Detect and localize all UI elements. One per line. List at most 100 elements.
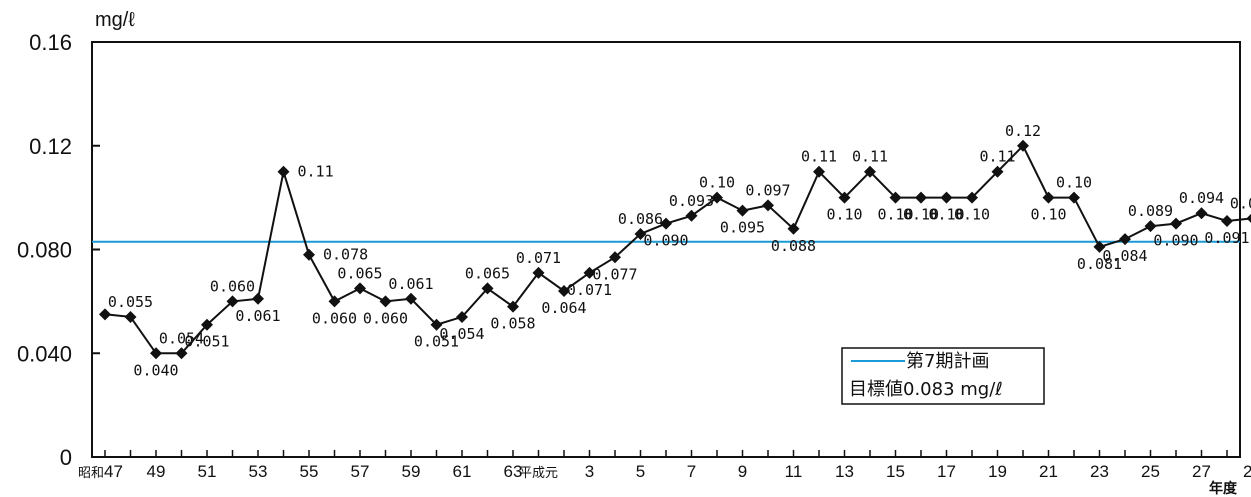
data-point: [558, 285, 570, 297]
data-point: [481, 282, 494, 295]
data-point: [915, 191, 927, 204]
x-tick-label: 平成元: [519, 466, 558, 481]
x-tick-label: 13: [835, 462, 854, 481]
data-label: 0.090: [1153, 232, 1198, 250]
x-unit-label: 年度: [1209, 480, 1238, 497]
data-point: [787, 222, 800, 235]
legend-line1: 第7期計画: [906, 351, 989, 372]
data-point: [1246, 213, 1251, 223]
data-point: [1093, 240, 1106, 253]
x-tick-label: 7: [687, 462, 696, 481]
data-label: 0.097: [745, 181, 790, 199]
data-point: [762, 199, 774, 212]
data-label: 0.061: [235, 307, 280, 325]
data-point: [1017, 139, 1029, 152]
data-label: 0.11: [801, 148, 837, 166]
data-point: [150, 347, 162, 360]
data-point: [940, 191, 953, 204]
data-label: 0.060: [210, 277, 255, 295]
data-point: [405, 292, 417, 305]
data-label: 0.10: [903, 206, 939, 224]
data-label: 0.10: [954, 206, 990, 224]
data-label: 0.077: [592, 265, 637, 283]
data-point: [813, 165, 825, 178]
data-label: 0.054: [159, 329, 204, 347]
data-label: 0.10: [699, 174, 735, 192]
data-point: [507, 300, 519, 313]
data-label: 0.086: [618, 210, 663, 228]
data-point: [991, 165, 1004, 178]
data-point: [226, 295, 239, 308]
data-label: 0.089: [1128, 202, 1173, 220]
data-point: [354, 282, 366, 295]
data-label: 0.051: [414, 333, 459, 351]
data-point: [1195, 207, 1208, 220]
data-label: 0.055: [108, 293, 153, 311]
data-label: 0.081: [1077, 255, 1122, 273]
data-label: 0.051: [184, 333, 229, 351]
data-label: 0.12: [1005, 122, 1041, 140]
data-point: [1042, 191, 1055, 204]
data-label: 0.060: [363, 309, 408, 327]
legend: 第7期計画 目標値0.083 mg/ℓ: [841, 347, 1045, 405]
data-point: [379, 295, 392, 308]
data-point: [1119, 233, 1131, 246]
legend-line2: 目標値0.083 mg/ℓ: [849, 379, 1003, 400]
x-tick-label: 11: [785, 462, 803, 481]
data-label: 0.090: [643, 232, 688, 250]
data-label: 0.10: [1056, 174, 1092, 192]
data-label: 0.040: [133, 361, 178, 379]
data-label: 0.11: [979, 148, 1015, 166]
data-label: 0.071: [567, 281, 612, 299]
data-point: [1068, 191, 1080, 204]
x-tick-label: 9: [738, 462, 747, 481]
x-tick-label: 23: [1090, 462, 1109, 481]
x-tick-label: 19: [988, 462, 1007, 481]
y-tick-label: 0.080: [17, 238, 72, 263]
data-point: [736, 204, 749, 217]
x-tick-label: 51: [198, 462, 217, 481]
data-label: 0.060: [312, 309, 357, 327]
data-point: [456, 310, 468, 323]
data-point: [609, 251, 621, 264]
data-label: 0.078: [323, 246, 368, 264]
data-label: 0.11: [298, 163, 334, 181]
data-point: [175, 347, 188, 360]
x-tick-label: 55: [300, 462, 319, 481]
data-label: 0.10: [877, 206, 913, 224]
y-tick-label: 0: [60, 445, 72, 470]
data-label: 0.10: [826, 206, 862, 224]
data-point: [1144, 220, 1157, 233]
legend-box: [841, 347, 1045, 405]
y-tick-label: 0.12: [29, 134, 72, 159]
data-label: 0.064: [541, 299, 586, 317]
data-label: 0.093: [669, 192, 714, 210]
data-point: [532, 266, 545, 279]
data-point: [634, 227, 647, 240]
data-point: [838, 191, 851, 204]
data-label: 0.10: [1030, 206, 1066, 224]
data-label: 0.065: [465, 264, 510, 282]
data-label: 0.094: [1179, 189, 1224, 207]
x-tick-label: 21: [1039, 462, 1058, 481]
data-point: [711, 191, 723, 204]
x-tick-label: 15: [886, 462, 905, 481]
data-point: [966, 191, 978, 204]
x-tick-label: 63: [504, 462, 523, 481]
y-tick-label: 0.040: [17, 341, 72, 366]
x-tick-label: 27: [1192, 462, 1211, 481]
data-point: [252, 292, 264, 305]
data-point: [1170, 217, 1182, 230]
data-label: 0.084: [1102, 247, 1147, 265]
x-tick-label: 53: [249, 462, 268, 481]
x-tick-label: 59: [402, 462, 421, 481]
data-label: 0.061: [388, 275, 433, 293]
data-label: 0.10: [928, 206, 964, 224]
data-point: [889, 191, 902, 204]
data-point: [864, 165, 876, 178]
data-label: 0.065: [337, 264, 382, 282]
data-label: 0.071: [516, 249, 561, 267]
x-tick-label: 昭和47: [78, 462, 123, 481]
